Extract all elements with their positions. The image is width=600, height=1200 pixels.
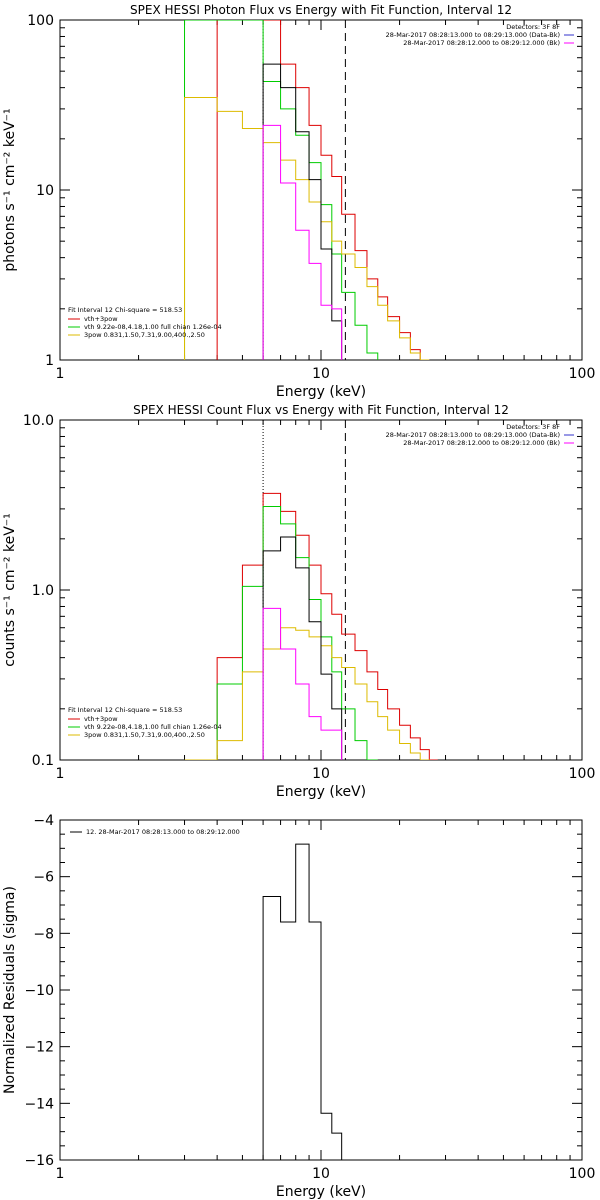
y-tick-label: 10.0 xyxy=(23,413,54,429)
y-tick-label: 1 xyxy=(45,353,54,369)
x-tick-label: 1 xyxy=(56,366,65,382)
legend-entry: vth 9.22e-08,4.18,1.00 full chian 1.26e-… xyxy=(84,323,222,331)
x-tick-label: 1 xyxy=(56,1166,65,1182)
series-line-3 xyxy=(184,97,430,360)
y-tick-label: 100 xyxy=(27,13,54,29)
info-line: 28-Mar-2017 08:28:12.000 to 08:29:12.000… xyxy=(403,39,560,47)
y-axis-label: counts s⁻¹ cm⁻² keV⁻¹ xyxy=(2,513,18,667)
legend-entry: 12. 28-Mar-2017 08:28:13.000 to 08:29:12… xyxy=(86,828,240,836)
y-tick-label: −8 xyxy=(33,926,54,942)
x-axis-label: Energy (keV) xyxy=(276,1184,366,1200)
y-tick-label: 0.1 xyxy=(32,753,54,769)
legend-entry: vth 9.22e-08,4.18,1.00 full chian 1.26e-… xyxy=(84,723,222,731)
y-tick-label: −6 xyxy=(33,870,54,886)
y-tick-label: 1.0 xyxy=(32,583,54,599)
chart-title: SPEX HESSI Count Flux vs Energy with Fit… xyxy=(133,403,509,417)
y-tick-label: −4 xyxy=(33,813,54,829)
series-line-3 xyxy=(184,627,439,760)
x-tick-label: 10 xyxy=(312,766,330,782)
series-line-4 xyxy=(262,63,343,360)
series-line-1 xyxy=(262,843,343,1160)
legend-title: Fit Interval 12 Chi-square = 518.53 xyxy=(68,706,182,714)
series-line-4 xyxy=(262,536,343,760)
y-tick-label: −14 xyxy=(24,1096,54,1112)
series-line-1 xyxy=(216,492,438,760)
series-line-5 xyxy=(262,607,343,760)
chart-panel-3: 1 10 100 −16 −14 −12 −10 −8 −6 −4 Energy (keV) Norm… xyxy=(2,813,595,1200)
x-tick-label: 10 xyxy=(312,366,330,382)
chart-panel-2: SPEX HESSI Count Flux vs Energy with Fit… xyxy=(2,403,595,800)
y-tick-label: 10 xyxy=(36,183,54,199)
x-axis-label: Energy (keV) xyxy=(276,784,366,800)
legend-entry: 3pow 0.831,1.50,7.31,9.00,400.,2.50 xyxy=(84,331,205,339)
chart-panel-1: SPEX HESSI Photon Flux vs Energy with Fi… xyxy=(2,3,595,400)
x-tick-label: 100 xyxy=(569,366,596,382)
y-axis-label: photons s⁻¹ cm⁻² keV⁻¹ xyxy=(2,108,18,271)
series-line-1 xyxy=(216,20,430,360)
legend-entry: vth+3pow xyxy=(84,315,118,323)
info-line: Detectors: 3F 8F xyxy=(506,23,560,31)
info-line: 28-Mar-2017 08:28:13.000 to 08:29:13.000… xyxy=(386,31,560,39)
y-tick-label: −10 xyxy=(24,983,54,999)
y-tick-label: −16 xyxy=(24,1153,54,1169)
y-tick-label: −12 xyxy=(24,1040,54,1056)
x-axis-label: Energy (keV) xyxy=(276,384,366,400)
info-line: 28-Mar-2017 08:28:13.000 to 08:29:13.000… xyxy=(386,431,560,439)
y-axis-label: Normalized Residuals (sigma) xyxy=(2,886,18,1094)
legend-entry: 3pow 0.831,1.50,7.31,9.00,400.,2.50 xyxy=(84,731,205,739)
x-tick-label: 10 xyxy=(312,1166,330,1182)
series-line-2 xyxy=(216,505,378,760)
legend-title: Fit Interval 12 Chi-square = 518.53 xyxy=(68,306,182,314)
series-line-5 xyxy=(262,124,343,360)
series-line-2 xyxy=(184,20,379,360)
x-tick-label: 1 xyxy=(56,766,65,782)
chart-title: SPEX HESSI Photon Flux vs Energy with Fi… xyxy=(130,3,512,17)
info-line: 28-Mar-2017 08:28:12.000 to 08:29:12.000… xyxy=(403,439,560,447)
legend-entry: vth+3pow xyxy=(84,715,118,723)
x-tick-label: 100 xyxy=(569,1166,596,1182)
x-tick-label: 100 xyxy=(569,766,596,782)
info-line: Detectors: 3F 8F xyxy=(506,423,560,431)
